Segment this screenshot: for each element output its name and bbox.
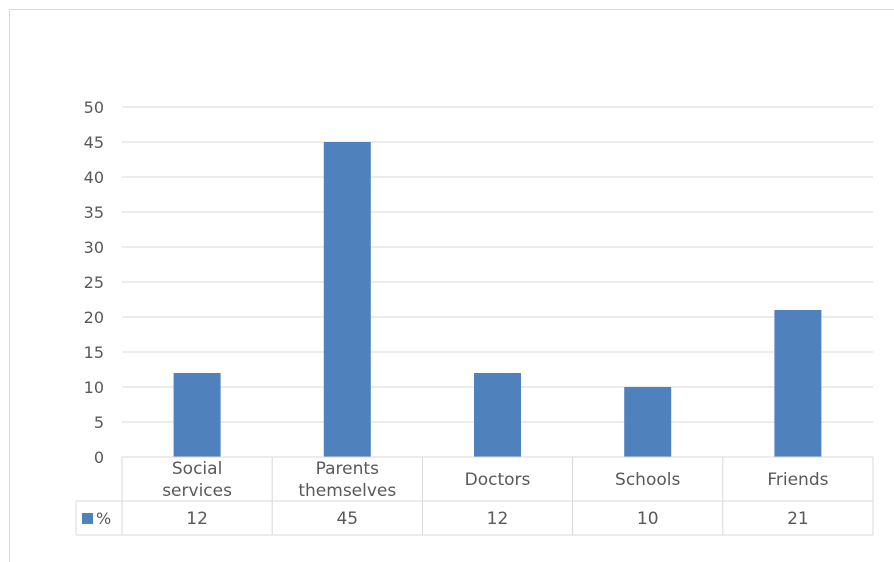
data-table-value: 12 (186, 509, 208, 529)
category-label: Parents themselves (298, 459, 396, 501)
category-label: Social services (162, 459, 232, 501)
y-tick-label: 10 (84, 378, 104, 397)
y-tick-label: 0 (94, 448, 104, 467)
chart-area: 0 5 10 15 20 25 30 35 40 45 50 Social services Paren… (9, 9, 894, 562)
y-tick-label: 40 (84, 168, 104, 187)
y-tick-label: 45 (84, 133, 104, 152)
bar (323, 142, 371, 457)
bar-chart: 0 5 10 15 20 25 30 35 40 45 50 Social services Paren… (75, 98, 874, 536)
y-tick-label: 5 (94, 413, 104, 432)
y-tick-label: 20 (84, 308, 104, 327)
y-axis-tick-labels: 0 5 10 15 20 25 30 35 40 45 50 (84, 98, 104, 467)
data-table-value: 10 (637, 509, 659, 529)
category-label: Doctors (465, 470, 531, 490)
data-table-value: 45 (336, 509, 358, 529)
data-table: Social services Parents themselves Doctors Sc… (75, 456, 874, 536)
y-tick-label: 50 (84, 98, 104, 117)
bar (173, 373, 221, 457)
y-tick-label: 35 (84, 203, 104, 222)
y-tick-label: 30 (84, 238, 104, 257)
category-label: Schools (615, 470, 680, 490)
legend-swatch (82, 513, 93, 524)
y-tick-label: 25 (84, 273, 104, 292)
gridlines (122, 106, 873, 423)
bar (774, 310, 822, 457)
bars (173, 142, 822, 457)
bar (474, 373, 521, 457)
legend-series-label: % (96, 509, 111, 528)
data-table-value: 21 (787, 509, 809, 529)
y-tick-label: 15 (84, 343, 104, 362)
bar (624, 387, 672, 457)
data-table-value: 12 (487, 509, 509, 529)
category-label: Friends (767, 470, 828, 490)
